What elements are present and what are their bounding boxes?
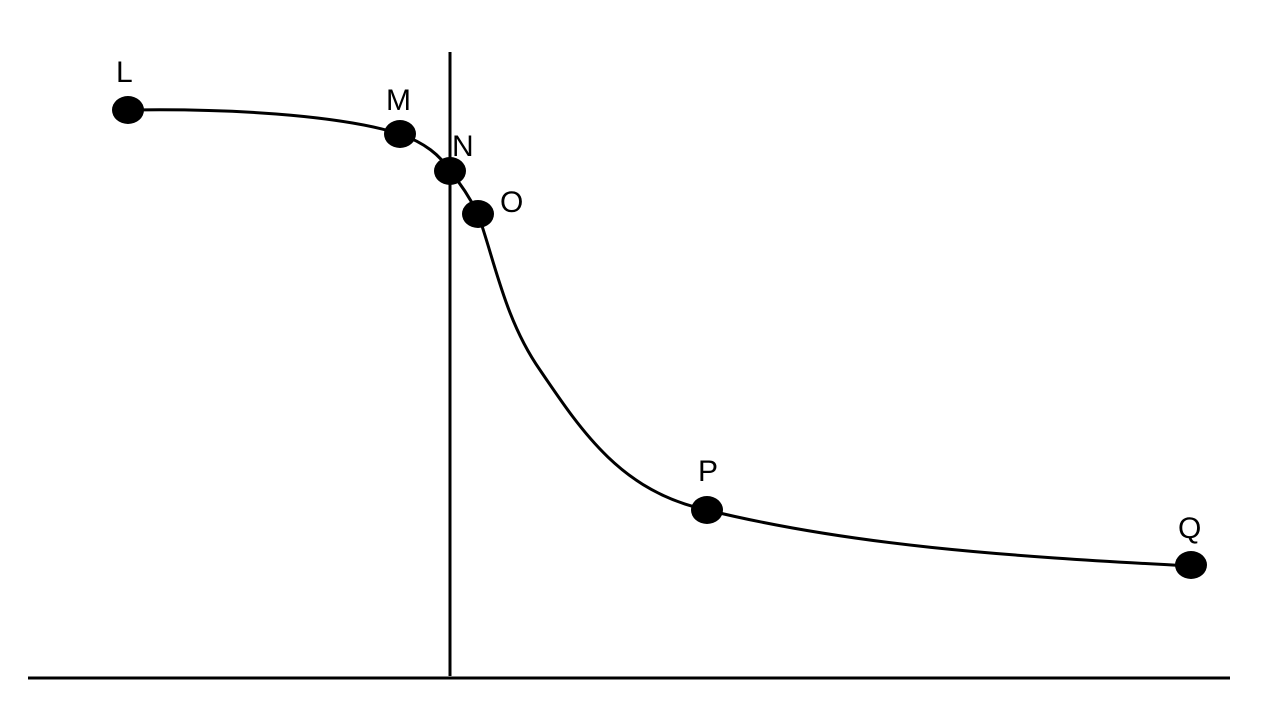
point-label-m: M [386,84,411,117]
point-l [112,96,144,124]
point-o [462,200,494,228]
point-q [1175,551,1207,579]
point-n [434,157,466,185]
point-label-p: P [698,455,718,488]
point-label-q: Q [1178,512,1201,545]
curve [127,108,1192,568]
point-label-o: O [500,186,523,219]
point-label-l: L [116,56,133,89]
point-label-n: N [452,130,474,163]
point-p [691,496,723,524]
point-m [384,120,416,148]
